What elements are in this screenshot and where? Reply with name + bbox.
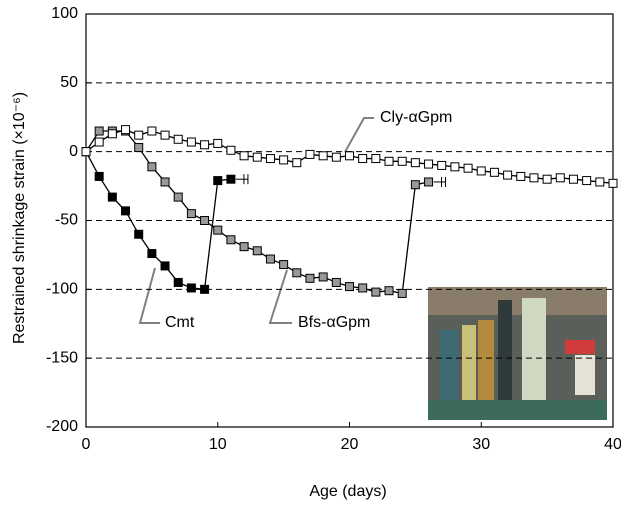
- data-point: [160, 177, 170, 187]
- data-point: [358, 154, 368, 164]
- y-tick-label: -100: [46, 281, 78, 298]
- data-point: [213, 225, 223, 235]
- data-point: [410, 158, 420, 168]
- data-point: [331, 152, 341, 162]
- data-point: [318, 151, 328, 161]
- data-point: [568, 174, 578, 184]
- data-point: [371, 287, 381, 297]
- data-point: [121, 125, 131, 135]
- data-point: [503, 170, 513, 180]
- data-point: [279, 260, 289, 270]
- data-point: [397, 156, 407, 166]
- data-point: [186, 283, 196, 293]
- data-point: [134, 143, 144, 153]
- data-point: [279, 155, 289, 165]
- data-point: [305, 149, 315, 159]
- data-point: [345, 151, 354, 161]
- data-point: [107, 192, 117, 202]
- annotations: [138, 117, 374, 324]
- data-point: [147, 162, 157, 172]
- data-point: [160, 261, 170, 271]
- data-point: [226, 174, 236, 184]
- y-tick-label: 0: [69, 143, 78, 160]
- data-point: [305, 273, 315, 283]
- data-point: [200, 216, 210, 225]
- data-point: [265, 154, 275, 164]
- data-point: [213, 176, 223, 186]
- data-point: [384, 156, 394, 166]
- data-point: [94, 137, 104, 147]
- x-axis-label: Age (days): [309, 483, 386, 500]
- plot-frame: [85, 13, 614, 428]
- data-point: [239, 151, 249, 161]
- data-point: [134, 130, 144, 140]
- data-point: [397, 288, 407, 298]
- data-point: [81, 147, 91, 157]
- data-point: [424, 159, 434, 169]
- data-point: [94, 126, 104, 136]
- x-tick-label: 0: [82, 436, 91, 453]
- series-annotation: Cly-αGpm: [380, 109, 452, 126]
- x-tick-label: 30: [472, 436, 490, 453]
- data-point: [529, 173, 539, 183]
- data-point: [186, 137, 196, 147]
- data-point: [107, 129, 117, 139]
- data-point: [410, 180, 420, 190]
- data-point: [213, 138, 223, 148]
- data-point: [239, 242, 249, 252]
- data-point: [226, 235, 236, 245]
- data-point: [371, 154, 381, 164]
- y-tick-label: -50: [55, 212, 78, 229]
- data-point: [516, 171, 526, 181]
- data-point: [147, 249, 157, 259]
- data-point: [424, 177, 434, 187]
- data-point: [582, 176, 592, 186]
- data-point: [94, 171, 104, 181]
- data-point: [463, 163, 473, 173]
- data-point: [186, 209, 196, 219]
- data-point: [200, 284, 210, 294]
- y-tick-label: -150: [46, 349, 78, 366]
- data-point: [121, 206, 131, 216]
- data-point: [489, 167, 499, 177]
- data-point: [147, 126, 157, 136]
- data-point: [252, 246, 262, 256]
- data-point: [476, 166, 486, 176]
- x-tick-label: 10: [209, 436, 227, 453]
- data-point: [608, 178, 618, 188]
- data-point: [173, 277, 183, 287]
- x-tick-label: 40: [604, 436, 621, 453]
- series-annotation: Cmt: [165, 314, 195, 331]
- data-point: [173, 134, 183, 144]
- data-point: [226, 145, 236, 155]
- data-point: [542, 174, 552, 184]
- y-tick-label: -200: [46, 418, 78, 435]
- data-point: [345, 282, 354, 292]
- series-annotation: Bfs-αGpm: [298, 314, 370, 331]
- data-point: [555, 173, 565, 183]
- data-point: [437, 160, 447, 170]
- data-point: [331, 277, 341, 287]
- data-point: [318, 272, 328, 282]
- data-point: [200, 140, 210, 150]
- data-point: [450, 162, 460, 172]
- data-point: [292, 158, 302, 168]
- data-point: [384, 286, 394, 296]
- data-point: [358, 283, 368, 293]
- data-point: [134, 229, 144, 239]
- data-point: [252, 152, 262, 162]
- y-tick-label: 100: [51, 5, 78, 22]
- y-axis-label: Restrained shrinkage strain (×10⁻⁶): [11, 92, 28, 344]
- data-point: [265, 254, 275, 264]
- data-point: [595, 177, 605, 187]
- data-point: [173, 192, 183, 202]
- data-point: [160, 130, 170, 140]
- y-tick-label: 50: [60, 74, 78, 91]
- data-point: [292, 268, 302, 278]
- photo-inset: [428, 287, 607, 420]
- x-tick-label: 20: [341, 436, 359, 453]
